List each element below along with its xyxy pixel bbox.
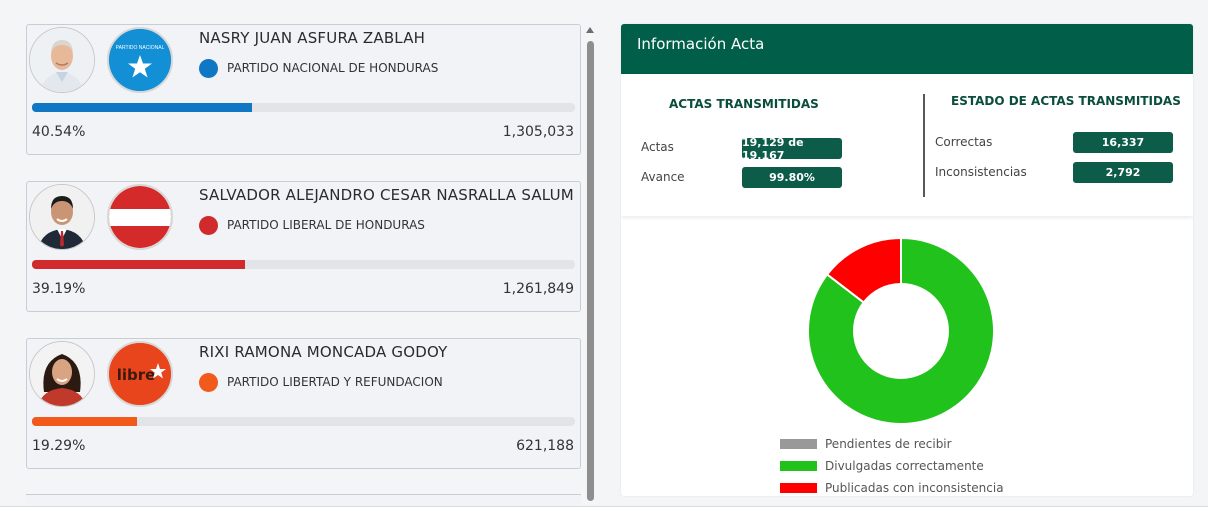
candidate-name: RIXI RAMONA MONCADA GODOY	[199, 343, 448, 361]
vote-count: 1,261,849	[502, 281, 574, 297]
scrollbar[interactable]	[585, 24, 596, 501]
party-logo-text: libre	[117, 366, 156, 384]
donut-slice-publicadas-con-inconsistencia[interactable]	[825, 237, 902, 304]
vote-percent: 39.19%	[32, 281, 86, 297]
party-logo-nacional: PARTIDO NACIONAL	[107, 27, 173, 93]
inconsistencias-label: Inconsistencias	[935, 165, 1027, 179]
star-icon	[128, 55, 152, 78]
candidate-card[interactable]: libre RIXI RAMONA MONCADA GODOY PARTIDO …	[26, 338, 581, 469]
donut-slice-divulgadas-correctamente[interactable]	[807, 237, 995, 425]
correctas-value: 16,337	[1073, 132, 1173, 153]
star-icon	[150, 363, 166, 379]
scroll-up-arrow-icon[interactable]	[586, 27, 594, 33]
avance-value: 99.80%	[742, 167, 842, 188]
actas-donut-chart	[807, 237, 995, 425]
legend-swatch	[780, 461, 817, 471]
correctas-label: Correctas	[935, 135, 993, 149]
vote-progress-fill	[32, 103, 253, 112]
legend-item[interactable]: Divulgadas correctamente	[780, 455, 1004, 477]
vote-progress-bar	[32, 103, 575, 112]
vote-progress-fill	[32, 260, 245, 269]
estado-heading: ESTADO DE ACTAS TRANSMITIDAS	[951, 94, 1181, 108]
vote-progress-bar	[32, 417, 575, 426]
vote-progress-fill	[32, 417, 137, 426]
section-divider	[923, 94, 925, 197]
party-color-dot	[199, 215, 218, 235]
party-row: PARTIDO LIBERTAD Y REFUNDACION	[199, 372, 443, 392]
panel-title: Información Acta	[637, 35, 765, 53]
legend-swatch	[780, 439, 817, 449]
flag-stripes	[109, 209, 171, 226]
party-logo-liberal	[107, 184, 173, 250]
inconsistencias-value: 2,792	[1073, 162, 1173, 183]
candidate-name: SALVADOR ALEJANDRO CESAR NASRALLA SALUM	[199, 186, 574, 204]
page-bottom-border	[0, 506, 1208, 511]
chart-legend: Pendientes de recibir Divulgadas correcta…	[780, 433, 1004, 496]
legend-item[interactable]: Publicadas con inconsistencia	[780, 477, 1004, 496]
candidate-photo	[29, 341, 95, 407]
legend-label: Publicadas con inconsistencia	[825, 481, 1004, 495]
party-color-dot	[199, 58, 218, 78]
party-row: PARTIDO LIBERAL DE HONDURAS	[199, 215, 425, 235]
legend-label: Divulgadas correctamente	[825, 459, 984, 473]
vote-progress-bar	[32, 260, 575, 269]
candidate-photo	[29, 27, 95, 93]
legend-swatch	[780, 483, 817, 493]
vote-count: 621,188	[516, 438, 574, 454]
candidate-name: NASRY JUAN ASFURA ZABLAH	[199, 29, 426, 47]
legend-item[interactable]: Pendientes de recibir	[780, 433, 1004, 455]
party-row: PARTIDO NACIONAL DE HONDURAS	[199, 58, 438, 78]
legend-label: Pendientes de recibir	[825, 437, 952, 451]
candidate-list[interactable]: PARTIDO NACIONAL NASRY JUAN ASFURA ZABLA…	[26, 24, 583, 510]
panel-header: Información Acta	[621, 24, 1193, 74]
party-name: PARTIDO NACIONAL DE HONDURAS	[227, 61, 439, 75]
acta-info-panel: Información Acta ACTAS TRANSMITIDAS Acta…	[621, 24, 1193, 496]
vote-percent: 19.29%	[32, 438, 86, 454]
candidate-card[interactable]: PARTIDO NACIONAL NASRY JUAN ASFURA ZABLA…	[26, 24, 581, 155]
vote-count: 1,305,033	[502, 124, 574, 140]
candidate-photo	[29, 184, 95, 250]
candidate-card[interactable]: SALVADOR ALEJANDRO CESAR NASRALLA SALUM …	[26, 181, 581, 312]
stats-section: ACTAS TRANSMITIDAS Actas 19,129 de 19,16…	[621, 74, 1193, 216]
party-name: PARTIDO LIBERAL DE HONDURAS	[227, 218, 425, 232]
avance-label: Avance	[641, 170, 685, 184]
actas-label: Actas	[641, 140, 674, 154]
party-logo-text: PARTIDO NACIONAL	[116, 45, 165, 51]
party-color-dot	[199, 372, 218, 392]
actas-transmitidas-heading: ACTAS TRANSMITIDAS	[669, 97, 819, 111]
vote-percent: 40.54%	[32, 124, 86, 140]
actas-value: 19,129 de 19,167	[742, 136, 842, 162]
scroll-thumb[interactable]	[587, 41, 594, 501]
party-logo-libre: libre	[107, 341, 173, 407]
party-name: PARTIDO LIBERTAD Y REFUNDACION	[227, 375, 443, 389]
